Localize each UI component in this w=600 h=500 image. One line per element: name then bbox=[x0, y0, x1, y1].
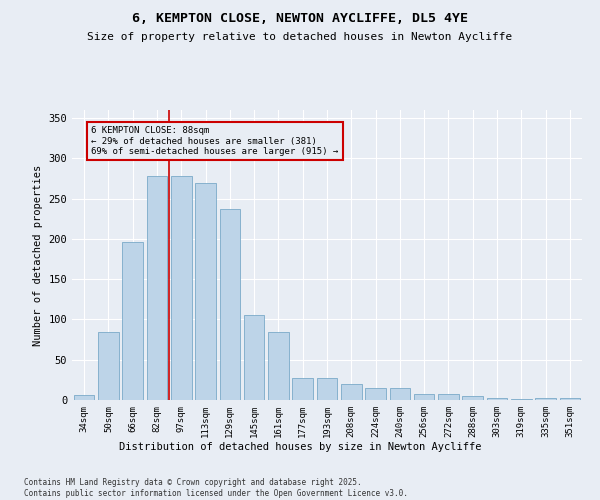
Text: 6 KEMPTON CLOSE: 88sqm
← 29% of detached houses are smaller (381)
69% of semi-de: 6 KEMPTON CLOSE: 88sqm ← 29% of detached… bbox=[91, 126, 338, 156]
Bar bbox=[414, 394, 434, 400]
Bar bbox=[292, 378, 313, 400]
Bar bbox=[438, 394, 459, 400]
Bar bbox=[535, 398, 556, 400]
Text: 6, KEMPTON CLOSE, NEWTON AYCLIFFE, DL5 4YE: 6, KEMPTON CLOSE, NEWTON AYCLIFFE, DL5 4… bbox=[132, 12, 468, 26]
Text: Contains HM Land Registry data © Crown copyright and database right 2025.
Contai: Contains HM Land Registry data © Crown c… bbox=[24, 478, 408, 498]
Bar bbox=[98, 332, 119, 400]
Bar bbox=[268, 332, 289, 400]
Bar bbox=[220, 209, 240, 400]
Bar bbox=[171, 176, 191, 400]
Bar bbox=[341, 384, 362, 400]
Text: Size of property relative to detached houses in Newton Aycliffe: Size of property relative to detached ho… bbox=[88, 32, 512, 42]
Bar bbox=[389, 388, 410, 400]
Bar bbox=[195, 184, 216, 400]
Bar bbox=[487, 398, 508, 400]
Bar bbox=[560, 398, 580, 400]
Bar bbox=[122, 242, 143, 400]
Bar bbox=[317, 378, 337, 400]
Bar bbox=[146, 176, 167, 400]
Text: Distribution of detached houses by size in Newton Aycliffe: Distribution of detached houses by size … bbox=[119, 442, 481, 452]
Bar bbox=[511, 399, 532, 400]
Bar bbox=[74, 395, 94, 400]
Bar bbox=[244, 316, 265, 400]
Bar bbox=[463, 396, 483, 400]
Y-axis label: Number of detached properties: Number of detached properties bbox=[33, 164, 43, 346]
Bar bbox=[365, 388, 386, 400]
